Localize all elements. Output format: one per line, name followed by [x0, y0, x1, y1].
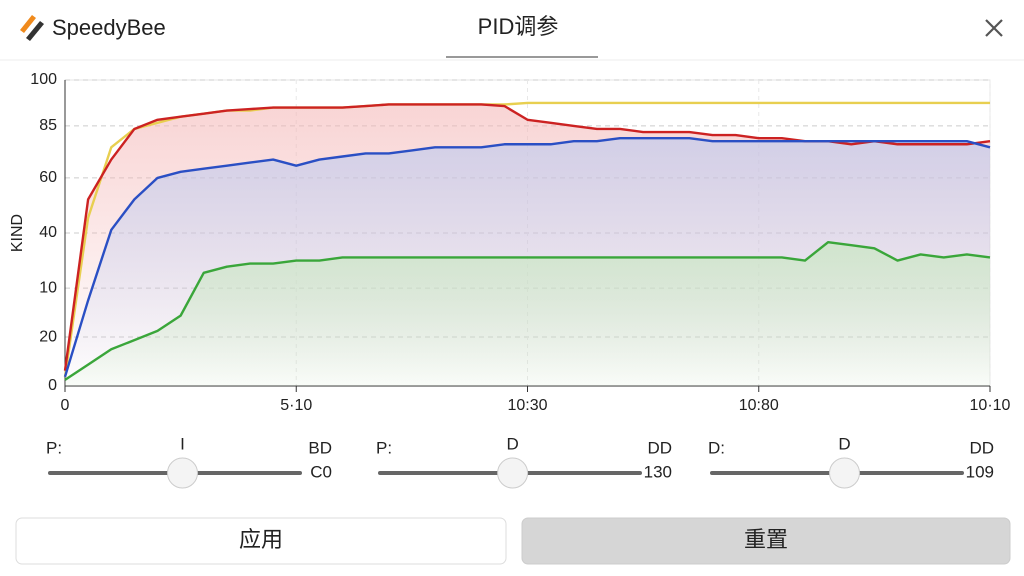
y-tick-label: 60: [39, 169, 57, 186]
slider-thumb[interactable]: [829, 457, 860, 489]
x-tick-label: 10:80: [739, 397, 779, 414]
logo: [20, 15, 44, 41]
x-tick-label: 5·10: [280, 397, 312, 414]
y-tick-label: 10: [39, 279, 57, 296]
slider-label: P:: [376, 438, 392, 457]
slider-thumb[interactable]: [497, 457, 529, 489]
close-button[interactable]: [985, 19, 1003, 37]
apply-button[interactable]: [15, 517, 507, 565]
page-title: PID调参: [478, 14, 559, 39]
slider-value: C0: [310, 462, 332, 481]
slider-right-label: DD: [647, 438, 672, 457]
reset-label: 重置: [744, 527, 788, 552]
slider-value: 109: [966, 462, 994, 481]
x-tick-label: 10·10: [970, 397, 1011, 414]
chart: 0 20 10 40 60 85 100 0 5·10 10:30 10:80 10·10: [30, 71, 1010, 414]
series-area: [65, 242, 990, 386]
y-axis-label: KIND: [9, 214, 26, 252]
brand: SpeedyBee: [52, 15, 166, 40]
series-line: [63, 136, 991, 378]
slider-right-label: BD: [308, 438, 332, 457]
slider-center: D: [838, 434, 850, 453]
y-tick-label: 85: [39, 117, 57, 134]
apply-label: 应用: [239, 527, 283, 552]
series-line: [64, 240, 991, 381]
slider-label: D:: [708, 438, 725, 457]
reset-button[interactable]: [521, 517, 1011, 565]
slider-thumb[interactable]: [167, 457, 198, 489]
x-tick-label: 0: [61, 397, 70, 414]
slider-right-label: DD: [969, 438, 994, 457]
slider-center: I: [180, 434, 185, 453]
y-tick-label: 0: [48, 377, 57, 394]
y-tick-label: 20: [39, 328, 57, 345]
slider-value: 130: [644, 462, 672, 481]
y-tick-label: 100: [30, 71, 57, 88]
y-tick-label: 40: [39, 224, 57, 241]
x-tick-label: 10:30: [507, 397, 547, 414]
slider-center: D: [506, 434, 518, 453]
slider-label: P:: [46, 438, 62, 457]
